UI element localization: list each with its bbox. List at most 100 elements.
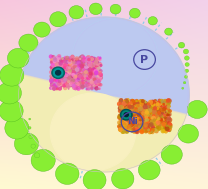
Point (86, 77, 89, 81)
Point (97, 79, 100, 82)
Point (72, 73, 75, 76)
Point (150, 118, 154, 121)
Point (146, 125, 150, 128)
Point (63, 75, 66, 78)
Point (90, 57, 93, 60)
Point (68, 65, 71, 68)
Point (160, 115, 163, 118)
Point (120, 110, 124, 113)
Point (81, 85, 84, 88)
Point (85, 76, 88, 79)
Point (126, 127, 129, 130)
Point (63, 84, 67, 87)
Point (157, 112, 161, 115)
Point (130, 110, 134, 113)
Point (58, 82, 61, 85)
Point (124, 117, 127, 120)
Point (163, 107, 166, 110)
Point (155, 112, 158, 115)
Circle shape (69, 6, 84, 19)
Point (165, 124, 168, 127)
Point (132, 101, 135, 104)
FancyBboxPatch shape (121, 103, 168, 130)
Point (152, 106, 156, 109)
Point (139, 116, 142, 119)
Point (124, 99, 128, 102)
Point (142, 112, 145, 115)
Point (137, 113, 141, 116)
Point (137, 111, 140, 114)
Point (157, 125, 160, 128)
Circle shape (183, 81, 186, 84)
Circle shape (122, 111, 130, 119)
Point (82, 72, 85, 75)
Point (74, 70, 77, 74)
Point (94, 84, 97, 87)
Point (136, 100, 139, 103)
Point (151, 129, 155, 132)
Point (53, 57, 56, 60)
Point (55, 80, 58, 83)
Point (142, 105, 145, 108)
Point (144, 130, 147, 133)
Point (128, 105, 131, 108)
Point (72, 60, 75, 63)
Point (51, 62, 55, 65)
Point (145, 111, 149, 114)
Point (158, 120, 162, 123)
Point (60, 69, 63, 72)
Point (63, 71, 66, 74)
Circle shape (185, 63, 189, 67)
Point (97, 88, 100, 91)
Point (125, 108, 128, 111)
Point (162, 108, 166, 111)
Point (158, 101, 161, 104)
Circle shape (31, 149, 55, 171)
Circle shape (124, 113, 128, 117)
Circle shape (31, 144, 36, 148)
Point (94, 58, 98, 61)
Point (79, 64, 82, 67)
Point (99, 76, 102, 79)
Point (98, 87, 101, 90)
Point (80, 74, 83, 77)
Point (80, 55, 84, 58)
Point (168, 129, 171, 132)
Point (138, 120, 141, 123)
Point (94, 61, 98, 64)
Point (119, 117, 122, 120)
Point (141, 108, 145, 112)
Point (122, 122, 126, 125)
Point (53, 84, 57, 88)
Point (66, 70, 69, 73)
Point (131, 128, 134, 131)
Point (65, 57, 69, 60)
Point (99, 64, 102, 67)
Point (156, 121, 160, 124)
Point (140, 122, 143, 125)
Point (49, 55, 53, 58)
Point (159, 114, 162, 117)
Point (77, 79, 80, 82)
Point (124, 119, 128, 122)
Point (145, 114, 148, 117)
Point (56, 59, 59, 62)
Point (98, 70, 102, 74)
Point (51, 64, 55, 67)
Point (148, 123, 151, 126)
Point (63, 84, 66, 87)
Point (123, 122, 126, 125)
Point (135, 108, 138, 111)
Point (74, 61, 78, 64)
Point (123, 116, 126, 119)
Point (134, 109, 137, 112)
Point (82, 73, 85, 76)
Point (98, 72, 101, 75)
Point (154, 101, 157, 104)
Point (167, 125, 170, 128)
Point (81, 84, 85, 87)
Point (70, 63, 73, 66)
Point (65, 73, 69, 76)
Point (51, 74, 54, 77)
Point (123, 102, 126, 105)
